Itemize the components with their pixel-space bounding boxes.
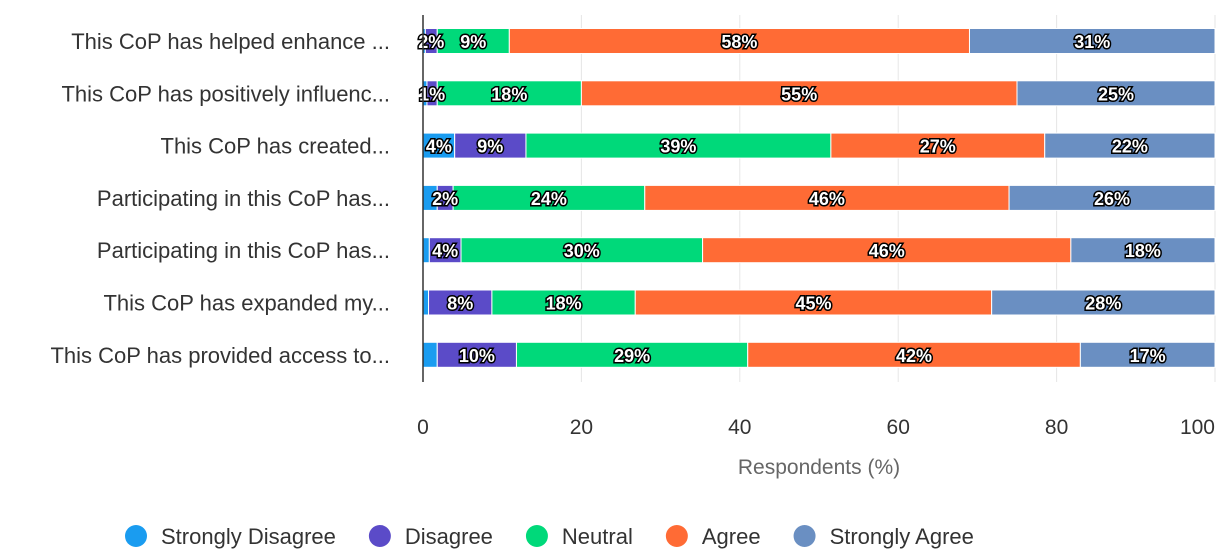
legend-label: Agree bbox=[702, 524, 761, 549]
category-label: Participating in this CoP has... bbox=[97, 186, 390, 211]
bar-segment-disagree[interactable] bbox=[428, 237, 462, 264]
x-tick-label: 0 bbox=[417, 416, 429, 439]
data-label: 18% bbox=[1125, 241, 1161, 261]
legend[interactable]: Strongly Disagree Disagree Neutral Agree Str… bbox=[125, 524, 974, 549]
data-label: 4% bbox=[426, 137, 452, 157]
legend-marker bbox=[525, 525, 548, 547]
category-label: This CoP has expanded my... bbox=[103, 291, 390, 316]
x-axis-title: Respondents (%) bbox=[738, 456, 900, 479]
x-tick-label: 40 bbox=[728, 416, 751, 439]
bar-segment-strongly-disagree[interactable] bbox=[422, 341, 438, 368]
bar-segment-strongly-agree[interactable] bbox=[1070, 237, 1216, 264]
legend-item-strongly-agree[interactable]: Strongly Agree bbox=[793, 524, 974, 549]
legend-label: Strongly Disagree bbox=[161, 524, 336, 549]
bar-segment-strongly-agree[interactable] bbox=[1016, 80, 1216, 107]
data-label: 26% bbox=[1094, 189, 1130, 209]
category-label: Participating in this CoP has... bbox=[97, 238, 390, 263]
bars: 2% 9% 58% 31% 1% 18% 55% 25% 4% 9% 39% 27% 22% 2% 24% 4… bbox=[417, 28, 1216, 368]
data-label: 42% bbox=[896, 346, 932, 366]
legend-item-neutral[interactable]: Neutral bbox=[525, 524, 633, 549]
legend-item-disagree[interactable]: Disagree bbox=[368, 524, 493, 549]
data-label: 22% bbox=[1112, 137, 1148, 157]
data-label: 4% bbox=[432, 241, 458, 261]
x-tick-label: 80 bbox=[1045, 416, 1068, 439]
legend-label: Strongly Agree bbox=[830, 524, 974, 549]
bar-row: 1% 18% 55% 25% bbox=[418, 80, 1216, 107]
legend-label: Disagree bbox=[405, 524, 493, 549]
bar-row: 4% 30% 46% 18% bbox=[422, 237, 1216, 264]
data-label: 25% bbox=[1098, 84, 1134, 104]
x-tick-label: 20 bbox=[570, 416, 593, 439]
bar-segment-agree[interactable] bbox=[747, 341, 1081, 368]
bar-row: 2% 9% 58% 31% bbox=[417, 28, 1216, 54]
bar-segment-strongly-agree[interactable] bbox=[1079, 341, 1216, 368]
category-labels: This CoP has helped enhance ... This CoP … bbox=[50, 29, 390, 368]
bar-segment-strongly-agree[interactable] bbox=[1044, 132, 1216, 159]
category-label: This CoP has provided access to... bbox=[50, 343, 390, 368]
data-label: 1% bbox=[419, 84, 445, 104]
legend-item-strongly-disagree[interactable]: Strongly Disagree bbox=[125, 524, 336, 549]
data-label: 58% bbox=[721, 32, 757, 52]
bar-segment-neutral[interactable] bbox=[491, 289, 636, 316]
data-label: 46% bbox=[869, 241, 905, 261]
bar-segment-neutral[interactable] bbox=[515, 341, 749, 368]
bar-row: 2% 24% 46% 26% bbox=[422, 184, 1216, 211]
x-tick-label: 100 bbox=[1180, 416, 1215, 439]
legend-marker bbox=[793, 525, 816, 547]
bar-segment-agree[interactable] bbox=[634, 289, 993, 316]
x-tick-labels: 0 20 40 60 80 100 bbox=[417, 416, 1215, 439]
bar-segment-strongly-disagree[interactable] bbox=[422, 237, 430, 264]
data-label: 18% bbox=[546, 294, 582, 314]
data-label: 30% bbox=[564, 241, 600, 261]
bar-segment-agree[interactable] bbox=[702, 237, 1072, 264]
bar-segment-disagree[interactable] bbox=[436, 341, 517, 368]
data-label: 55% bbox=[781, 84, 817, 104]
legend-marker bbox=[665, 525, 688, 547]
bar-segment-neutral[interactable] bbox=[525, 132, 832, 159]
data-label: 9% bbox=[460, 32, 486, 52]
bar-row: 10% 29% 42% 17% bbox=[422, 341, 1216, 368]
category-label: This CoP has helped enhance ... bbox=[71, 29, 390, 54]
category-label: This CoP has positively influenc... bbox=[61, 81, 390, 106]
bar-segment-strongly-disagree[interactable] bbox=[422, 289, 430, 316]
bar-segment-agree[interactable] bbox=[644, 184, 1010, 211]
data-label: 24% bbox=[531, 189, 567, 209]
data-label: 31% bbox=[1074, 32, 1110, 52]
data-label: 8% bbox=[447, 294, 473, 314]
bar-row: 4% 9% 39% 27% 22% bbox=[422, 132, 1216, 159]
data-label: 28% bbox=[1085, 294, 1121, 314]
data-label: 18% bbox=[491, 84, 527, 104]
data-label: 45% bbox=[795, 294, 831, 314]
data-label: 29% bbox=[614, 346, 650, 366]
bar-segment-strongly-agree[interactable] bbox=[991, 289, 1216, 316]
data-label: 9% bbox=[477, 137, 503, 157]
category-label: This CoP has created... bbox=[161, 134, 391, 159]
legend-label: Neutral bbox=[562, 524, 633, 549]
legend-marker bbox=[125, 525, 147, 547]
x-tick-label: 60 bbox=[887, 416, 910, 439]
data-label: 39% bbox=[660, 137, 696, 157]
data-label: 17% bbox=[1130, 346, 1166, 366]
data-label: 2% bbox=[432, 189, 458, 209]
data-label: 46% bbox=[809, 189, 845, 209]
bar-row: 8% 18% 45% 28% bbox=[422, 289, 1216, 316]
legend-item-agree[interactable]: Agree bbox=[665, 524, 761, 549]
bar-segment-strongly-disagree[interactable] bbox=[422, 132, 456, 159]
bar-segment-disagree[interactable] bbox=[428, 289, 493, 316]
data-label: 10% bbox=[459, 346, 495, 366]
legend-marker bbox=[368, 525, 391, 547]
bar-segment-neutral[interactable] bbox=[460, 237, 704, 264]
bar-segment-agree[interactable] bbox=[508, 28, 970, 54]
bar-segment-neutral[interactable] bbox=[452, 184, 646, 211]
bar-segment-strongly-agree[interactable] bbox=[1008, 184, 1216, 211]
data-label: 27% bbox=[920, 137, 956, 157]
bar-segment-strongly-agree[interactable] bbox=[968, 28, 1216, 54]
data-label: 2% bbox=[418, 32, 444, 52]
bar-segment-neutral[interactable] bbox=[436, 80, 582, 107]
bar-segment-neutral[interactable] bbox=[436, 28, 510, 54]
bar-segment-disagree[interactable] bbox=[454, 132, 527, 159]
